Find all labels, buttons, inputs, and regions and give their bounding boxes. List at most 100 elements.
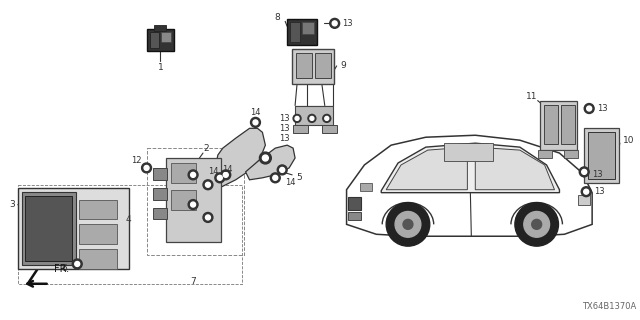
Text: 13: 13 — [594, 187, 604, 196]
Text: 2: 2 — [203, 144, 209, 153]
Bar — [588, 132, 615, 179]
Circle shape — [324, 116, 329, 120]
Bar — [161, 32, 172, 42]
Bar — [296, 53, 312, 78]
Circle shape — [205, 215, 211, 220]
Bar — [348, 196, 362, 211]
Text: 12: 12 — [131, 156, 142, 164]
Circle shape — [253, 120, 258, 125]
Circle shape — [221, 170, 230, 180]
Circle shape — [581, 187, 591, 196]
Bar — [166, 158, 221, 242]
Circle shape — [582, 169, 587, 174]
Circle shape — [386, 203, 429, 246]
Circle shape — [280, 167, 285, 172]
Text: 13: 13 — [342, 19, 353, 28]
Circle shape — [524, 212, 550, 237]
Circle shape — [532, 220, 541, 229]
Circle shape — [203, 180, 213, 190]
Circle shape — [587, 106, 591, 111]
Circle shape — [584, 104, 594, 114]
Bar — [543, 105, 559, 144]
Bar — [579, 195, 590, 204]
Bar — [22, 192, 76, 265]
Polygon shape — [386, 147, 467, 190]
Text: 1: 1 — [157, 63, 163, 72]
Circle shape — [191, 202, 196, 207]
Circle shape — [215, 173, 225, 183]
Circle shape — [403, 220, 413, 229]
Circle shape — [332, 21, 337, 26]
Circle shape — [395, 212, 421, 237]
Text: 10: 10 — [623, 136, 634, 145]
Bar — [322, 125, 337, 133]
Text: 13: 13 — [596, 104, 607, 113]
Circle shape — [75, 261, 80, 267]
Text: 13: 13 — [279, 124, 289, 133]
Bar — [147, 148, 244, 255]
Circle shape — [295, 116, 299, 120]
Bar — [79, 224, 117, 244]
Text: FR.: FR. — [54, 264, 70, 274]
Text: 13: 13 — [592, 170, 602, 179]
Circle shape — [218, 175, 222, 180]
Circle shape — [250, 117, 260, 127]
Bar — [18, 188, 129, 269]
Bar — [25, 196, 72, 261]
Polygon shape — [476, 147, 554, 190]
Polygon shape — [381, 143, 559, 193]
Text: 13: 13 — [279, 114, 289, 123]
Circle shape — [277, 165, 287, 175]
Circle shape — [273, 175, 278, 180]
Bar — [147, 29, 174, 51]
Circle shape — [584, 189, 589, 194]
Bar — [292, 49, 333, 84]
Circle shape — [293, 115, 301, 122]
Bar — [154, 168, 167, 180]
Polygon shape — [246, 145, 295, 180]
Bar — [564, 150, 579, 158]
Text: 13: 13 — [279, 134, 289, 143]
Circle shape — [72, 259, 82, 269]
Bar — [348, 212, 362, 220]
Circle shape — [270, 173, 280, 183]
Bar — [538, 150, 552, 158]
Bar — [295, 106, 333, 125]
Circle shape — [191, 172, 196, 177]
Bar — [584, 128, 619, 183]
Circle shape — [259, 152, 271, 164]
Bar — [290, 22, 300, 42]
Bar — [444, 143, 493, 161]
Polygon shape — [347, 135, 592, 236]
Text: 8: 8 — [275, 13, 280, 22]
Circle shape — [188, 170, 198, 180]
Bar — [172, 190, 196, 210]
Bar — [540, 100, 577, 150]
Text: TX64B1370A: TX64B1370A — [582, 302, 636, 311]
Text: 14: 14 — [207, 167, 218, 176]
Circle shape — [515, 203, 559, 246]
Polygon shape — [210, 128, 266, 195]
Bar — [79, 200, 117, 220]
Text: 14: 14 — [223, 165, 233, 174]
Text: 4: 4 — [126, 215, 132, 224]
Bar — [172, 163, 196, 183]
Bar — [154, 208, 167, 220]
Circle shape — [223, 172, 228, 177]
Bar — [79, 249, 117, 269]
Circle shape — [144, 165, 149, 170]
Bar — [18, 185, 242, 284]
Bar — [154, 188, 167, 200]
Circle shape — [188, 200, 198, 210]
Circle shape — [308, 115, 316, 122]
Circle shape — [323, 115, 331, 122]
Text: 6: 6 — [61, 264, 67, 273]
Circle shape — [141, 163, 152, 173]
Text: 5: 5 — [296, 173, 302, 182]
Circle shape — [310, 116, 314, 120]
Circle shape — [203, 212, 213, 222]
Bar — [150, 32, 159, 48]
Bar — [360, 183, 372, 191]
Text: 7: 7 — [190, 277, 196, 286]
Text: 14: 14 — [250, 108, 260, 117]
